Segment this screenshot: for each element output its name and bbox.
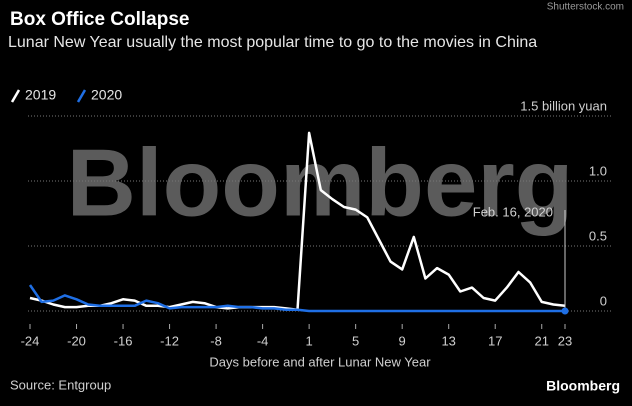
y-tick-label: 0 bbox=[600, 293, 607, 308]
y-tick-label: 0.5 bbox=[589, 228, 607, 243]
subtitle: Lunar New Year usually the most popular … bbox=[8, 34, 538, 51]
annotation: Feb. 16, 2020 bbox=[473, 204, 553, 219]
y-tick-label: 1.5 billion yuan bbox=[520, 98, 607, 113]
y-tick-label: 1.0 bbox=[589, 163, 607, 178]
x-tick-label: -16 bbox=[114, 333, 133, 348]
x-tick-label: 13 bbox=[441, 333, 455, 348]
x-tick-label: 9 bbox=[399, 333, 406, 348]
logo: Bloomberg bbox=[546, 378, 620, 394]
series-line bbox=[28, 284, 565, 313]
legend-label: 2019 bbox=[25, 87, 56, 103]
legend-swatch bbox=[76, 89, 87, 103]
credit: Shutterstock.com bbox=[547, 2, 624, 13]
x-tick-label: -20 bbox=[67, 333, 86, 348]
x-tick-label: 17 bbox=[488, 333, 502, 348]
x-tick-label: 5 bbox=[352, 333, 359, 348]
legend-label: 2020 bbox=[91, 87, 122, 103]
source: Source: Entgroup bbox=[10, 377, 111, 392]
x-tick-label: -4 bbox=[257, 333, 269, 348]
x-tick-label: -8 bbox=[210, 333, 222, 348]
chart-title: Box Office Collapse bbox=[10, 9, 190, 30]
legend-swatch bbox=[10, 89, 21, 103]
x-tick-label: -24 bbox=[21, 333, 40, 348]
end-point bbox=[561, 307, 569, 315]
x-tick-label: 23 bbox=[558, 333, 572, 348]
x-axis-label: Days before and after Lunar New Year bbox=[209, 354, 431, 369]
subtitle-box: Lunar New Year usually the most popular … bbox=[8, 34, 538, 51]
x-tick-label: -12 bbox=[160, 333, 179, 348]
x-tick-label: 1 bbox=[306, 333, 313, 348]
x-tick-label: 21 bbox=[535, 333, 549, 348]
